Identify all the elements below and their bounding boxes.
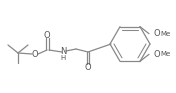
Text: O: O — [154, 29, 160, 38]
Text: H: H — [60, 55, 66, 61]
Text: O: O — [44, 31, 50, 40]
Text: Me: Me — [161, 31, 171, 37]
Text: O: O — [32, 49, 38, 58]
Text: N: N — [60, 46, 66, 56]
Text: O: O — [85, 64, 91, 73]
Text: Me: Me — [161, 51, 171, 57]
Text: O: O — [154, 50, 160, 59]
